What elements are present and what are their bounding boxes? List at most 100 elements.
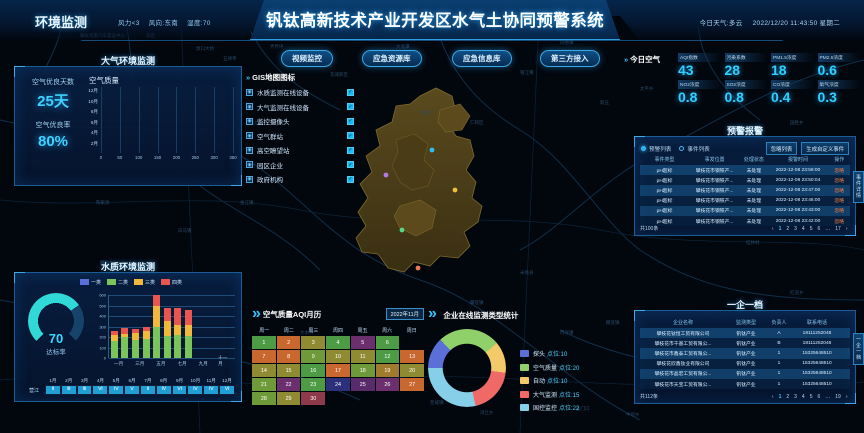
prev-page-button[interactable]: ‹ [771, 393, 774, 400]
calendar-day-cell[interactable]: 8 [276, 350, 301, 363]
calendar-day-cell[interactable]: 16 [301, 364, 326, 377]
calendar-day-cell[interactable]: 27 [400, 378, 424, 391]
gis-layer-item[interactable]: ◉ 大气监测在线设备 ✓ [246, 102, 354, 112]
calendar-day-cell[interactable]: 5 [350, 336, 375, 349]
calendar-day-cell[interactable]: 23 [301, 378, 326, 391]
table-row[interactable]: 攀枝花市鑫泰工贸有限公... 钒钛产业 1 15325648510 [640, 348, 850, 359]
calendar-day-cell[interactable]: 2 [276, 336, 301, 349]
page-number[interactable]: 3 [794, 393, 797, 400]
table-row[interactable]: 攀枝花市天宝工贸有限公... 钒钛产业 1 15325648510 [640, 378, 850, 390]
checkbox-icon[interactable]: ✓ [347, 132, 354, 139]
table-row[interactable]: 攀枝花钛恒工贸有限公司 钒钛产业 A 18111252048 [640, 328, 850, 339]
checkbox-icon[interactable]: ✓ [347, 175, 354, 183]
table-row[interactable]: pH超标 攀枝花市钢铁产... 未处理 2022-12-08 23:43:00 忽略 [640, 205, 850, 216]
page-number[interactable]: 4 [801, 393, 805, 400]
calendar-day-cell[interactable]: 10 [326, 350, 350, 363]
company-archive-side-tab[interactable]: 一企一档 [853, 333, 864, 365]
page-number[interactable]: 6 [817, 393, 821, 400]
ignore-action-link[interactable]: 忽略 [834, 219, 845, 225]
tab-video-monitor[interactable]: 视频监控 [281, 50, 333, 67]
gis-layer-item[interactable]: ◉ 监控摄像头 ✓ [246, 116, 354, 126]
calendar-day-cell[interactable]: 13 [400, 350, 424, 363]
checkbox-icon[interactable]: ✓ [347, 88, 354, 96]
calendar-day-grid[interactable]: 1 2 3 4 5 6 7 8 9 10 11 12 13 14 15 16 17 18 19 20 21 22 23 24 2… [252, 336, 424, 405]
map-label: 弄弄坪 [270, 44, 284, 49]
table-row[interactable]: 攀枝花市晶宏工贸有限公... 钒钛产业 1 15325648510 [640, 368, 850, 379]
ignore-action-link[interactable]: 忽略 [834, 209, 845, 215]
ignore-list-button[interactable]: 忽略列表 [765, 142, 798, 155]
calendar-day-cell[interactable]: 17 [326, 364, 350, 377]
create-custom-event-button[interactable]: 生成自定义事件 [801, 142, 849, 155]
calendar-day-cell[interactable]: 6 [375, 336, 400, 349]
page-number[interactable]: 1 [778, 225, 782, 232]
gridline [109, 358, 235, 359]
calendar-day-cell[interactable]: 12 [375, 350, 400, 363]
company-pagination[interactable]: 共112条 ‹ 1 2 3 4 5 6 … 19 › [640, 393, 850, 401]
gis-layer-item[interactable]: ◉ 园区企业 ✓ [246, 160, 354, 170]
checkbox-icon[interactable]: ✓ [347, 161, 354, 168]
table-row[interactable]: pH超标 攀枝花市钢铁产... 未处理 2022-12-08 23:42:00 忽略 [640, 215, 850, 227]
calendar-day-cell[interactable]: 25 [350, 378, 375, 391]
tab-emergency-info[interactable]: 应急信息库 [452, 50, 512, 67]
table-row[interactable]: pH超标 攀枝花市钢铁产... 未处理 2022-12-08 23:47:00 忽略 [640, 185, 850, 196]
checkbox-icon[interactable]: ✓ [347, 103, 354, 110]
radio-warning-list[interactable]: 预警列表 [641, 145, 671, 153]
calendar-day-cell[interactable]: 20 [400, 364, 424, 377]
checkbox-icon[interactable]: ✓ [347, 146, 354, 154]
ignore-action-link[interactable]: 忽略 [834, 168, 845, 174]
gis-layer-item[interactable]: ◉ 高空瞭望站 ✓ [246, 145, 354, 155]
calendar-day-cell[interactable]: 24 [326, 378, 350, 391]
calendar-day-cell[interactable]: 3 [301, 336, 326, 349]
ignore-action-link[interactable]: 忽略 [834, 188, 845, 194]
calendar-day-cell[interactable]: 19 [375, 364, 400, 377]
tab-emergency-resources[interactable]: 应急资源库 [362, 50, 422, 67]
page-number[interactable]: 17 [835, 225, 841, 232]
page-number[interactable]: 5 [809, 393, 813, 400]
page-number[interactable]: 5 [809, 225, 813, 232]
calendar-day-cell[interactable]: 11 [350, 350, 375, 363]
calendar-day-cell[interactable]: 29 [276, 392, 301, 405]
gis-layer-item[interactable]: ◉ 政府机构 ✓ [246, 174, 354, 184]
tab-third-party-access[interactable]: 第三方接入 [540, 50, 600, 67]
calendar-day-cell[interactable]: 22 [276, 378, 301, 391]
checkbox-icon[interactable]: ✓ [347, 117, 354, 125]
table-row[interactable]: pH超标 攀枝花市钢铁产... 未处理 2022-12-08 23:50:04 忽略 [640, 175, 850, 186]
table-row[interactable]: 攀枝花欣鑫钛业有限公司 钒钛产业 1 15325648510 [640, 358, 850, 369]
page-number[interactable]: 6 [817, 225, 821, 232]
calendar-day-cell[interactable]: 9 [301, 350, 326, 363]
radio-event-list[interactable]: 事件列表 [679, 145, 710, 153]
calendar-day-cell[interactable]: 15 [276, 364, 301, 377]
next-page-button[interactable]: › [845, 225, 848, 232]
page-number[interactable]: 3 [794, 225, 797, 232]
ignore-action-link[interactable]: 忽略 [834, 178, 845, 184]
event-detail-side-tab[interactable]: 事件详情 [853, 171, 864, 203]
page-number[interactable]: 1 [778, 393, 782, 400]
table-row[interactable]: 攀枝花市千基工贸有限公... 钒钛产业 B 18111252048 [640, 338, 850, 349]
calendar-day-cell[interactable]: 18 [350, 364, 375, 377]
table-row[interactable]: pH超标 攀枝花市钢铁产... 未处理 2022-12-08 23:59:00 忽略 [640, 165, 850, 176]
page-number[interactable]: 2 [786, 393, 790, 400]
table-row[interactable]: pH超标 攀枝花市钢铁产... 未处理 2022-12-08 23:46:00 忽略 [640, 195, 850, 206]
calendar-empty-cell [400, 336, 424, 349]
gis-layer-item[interactable]: ◉ 水质监测在线设备 ✓ [246, 87, 354, 97]
page-number[interactable]: … [825, 393, 831, 400]
calendar-day-cell[interactable]: 30 [301, 392, 326, 405]
calendar-day-cell[interactable]: 4 [326, 336, 350, 349]
page-number[interactable]: 19 [835, 393, 841, 400]
prev-page-button[interactable]: ‹ [771, 225, 774, 232]
page-number[interactable]: … [825, 225, 831, 232]
ignore-action-link[interactable]: 忽略 [834, 199, 845, 205]
calendar-day-cell[interactable]: 26 [375, 378, 400, 391]
next-page-button[interactable]: › [845, 393, 848, 400]
calendar-day-cell[interactable]: 7 [252, 350, 276, 363]
calendar-day-cell[interactable]: 14 [252, 364, 276, 377]
gis-layer-menu[interactable]: » GIS地图图标 ◉ 水质监测在线设备 ✓ ◉ 大气监测在线设备 ✓ ◉ 监控摄像头 ✓ ◉ 空气群… [246, 72, 354, 189]
calendar-day-cell[interactable]: 21 [252, 378, 276, 391]
calendar-day-cell[interactable]: 28 [252, 392, 276, 405]
warning-pagination[interactable]: 共100条 ‹ 1 2 3 4 5 6 … 17 › [640, 225, 850, 233]
calendar-day-cell[interactable]: 1 [252, 336, 276, 349]
page-number[interactable]: 4 [801, 225, 805, 232]
month-picker[interactable]: 2022年11月 [385, 308, 424, 320]
gis-layer-item[interactable]: ◉ 空气群站 ✓ [246, 131, 354, 141]
page-number[interactable]: 2 [786, 225, 790, 232]
